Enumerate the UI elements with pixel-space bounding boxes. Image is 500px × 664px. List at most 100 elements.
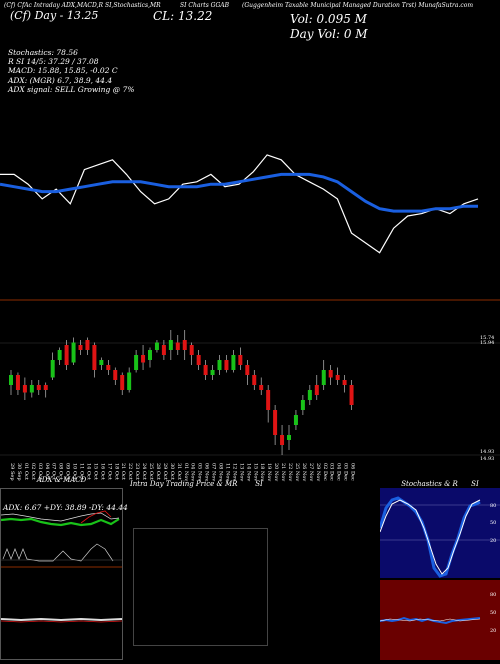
close-price: CL: 13.22: [153, 9, 213, 23]
header-center: SI Charts GGAB: [180, 2, 230, 9]
header-left: (Cf) CfAc Intraday ADX,MACD,R SI,Stochas…: [4, 2, 239, 10]
intraday-panel-title: Intra Day Trading Price & MR SI: [130, 480, 305, 488]
macd-signal-line: [1, 620, 122, 623]
series-line-price: [0, 154, 479, 254]
candle: [161, 340, 166, 360]
x-tick-label: 25 Nov: [294, 463, 300, 481]
stoch-label-20: 20: [490, 538, 496, 544]
candle: [217, 355, 222, 375]
candle: [182, 330, 187, 360]
x-tick-label: 03 Oct: [37, 463, 43, 480]
candle: [71, 337, 76, 365]
candlestick-chart: [9, 330, 354, 455]
candle: [259, 377, 264, 395]
candle: [287, 425, 291, 450]
candle-body: [314, 385, 319, 395]
candle-body: [182, 340, 187, 350]
x-tick-label: 29 Nov: [315, 463, 321, 481]
candle-body: [238, 355, 243, 365]
adx-stat: ADX: (MGR) 6.7, 38.9, 44.4: [8, 75, 113, 85]
candle-body: [231, 355, 236, 370]
candle: [321, 360, 326, 390]
x-tick-label: 24 Oct: [141, 463, 147, 480]
candle-body: [259, 385, 264, 390]
stoch-title-text-2: SI: [471, 480, 479, 488]
intraday-panel: [133, 528, 268, 646]
x-tick-label: 31 Oct: [176, 463, 182, 480]
rsi-label-80: 80: [490, 592, 496, 598]
x-tick-label: 22 Oct: [127, 463, 133, 480]
adx-panel-title: ADX & MACD: [36, 476, 87, 484]
candle: [141, 345, 146, 370]
candle: [280, 425, 285, 455]
stochastics-panel: 80 50 20 80 50 20: [378, 488, 500, 660]
candle: [314, 375, 319, 400]
candle-body: [148, 350, 152, 360]
candle-body: [245, 365, 250, 375]
rsi-label-20: 20: [490, 628, 496, 634]
candle-body: [15, 375, 20, 390]
candle-body: [307, 390, 312, 400]
price-label-upper-2: 15.94: [480, 340, 494, 346]
mrsi-line: [379, 618, 481, 622]
candle-body: [168, 340, 173, 350]
header-left-line2: SI,Stochastics,MR: [104, 2, 161, 9]
candle-body: [36, 385, 41, 390]
candle-body: [210, 370, 215, 375]
candle: [238, 347, 243, 370]
candle: [148, 347, 152, 368]
candle-body: [141, 355, 146, 363]
x-tick-label: 06 Nov: [204, 463, 210, 481]
x-axis-labels: 29 Sep 30 Sep 01 Oct 02 Oct 03 Oct 04 Oct 07 O…: [9, 463, 356, 481]
candle: [120, 372, 125, 395]
x-tick-label: 26 Nov: [301, 463, 307, 481]
x-tick-label: 27 Nov: [308, 463, 314, 481]
candle: [43, 382, 48, 398]
price-label-upper-1: 15.74: [480, 335, 494, 341]
candle-body: [9, 375, 13, 385]
candle-body: [113, 370, 118, 380]
x-tick-label: 08 Oct: [58, 463, 64, 480]
candle: [342, 375, 347, 393]
indicator-line-chart: [0, 154, 479, 254]
x-tick-label: 13 Nov: [238, 463, 244, 481]
candle-body: [224, 360, 229, 370]
x-tick-label: 08 Nov: [218, 463, 224, 481]
candle-body: [252, 375, 257, 385]
stoch-title-text: Stochastics & R: [401, 480, 458, 488]
candle: [57, 347, 62, 365]
candle-body: [196, 355, 201, 365]
candle-body: [120, 375, 125, 390]
adx-lines: [1, 510, 122, 623]
candle: [203, 360, 208, 380]
candle-body: [71, 342, 76, 363]
x-tick-label: 22 Nov: [287, 463, 293, 481]
candle-body: [154, 342, 159, 350]
candle: [154, 340, 159, 353]
candle: [245, 360, 250, 385]
x-tick-label: 25 Oct: [148, 463, 154, 480]
stoch-label-50: 50: [490, 520, 496, 526]
candle: [92, 342, 97, 378]
candle: [9, 370, 13, 395]
candle-body: [99, 360, 104, 365]
x-tick-label: 01 Nov: [183, 463, 189, 481]
x-tick-label: 02 Dec: [322, 463, 328, 481]
series-line-moving-average: [0, 172, 478, 213]
candle-body: [78, 345, 83, 350]
x-tick-label: 23 Oct: [134, 463, 140, 480]
price-label-lower-2: 14.93: [480, 456, 494, 462]
day-volume-value: Day Vol: 0 M: [290, 27, 368, 41]
candle-body: [189, 345, 194, 355]
x-tick-label: 15 Nov: [252, 463, 258, 481]
candle-body: [342, 380, 347, 385]
candle: [78, 340, 83, 355]
candle-body: [287, 435, 291, 440]
x-tick-label: 02 Oct: [30, 463, 36, 480]
intraday-title-text: Intra Day Trading Price & MR: [130, 480, 238, 488]
x-tick-label: 05 Dec: [343, 463, 349, 481]
candle-body: [161, 345, 166, 355]
candle: [189, 342, 194, 365]
volume-value: Vol: 0.095 M: [290, 12, 367, 26]
